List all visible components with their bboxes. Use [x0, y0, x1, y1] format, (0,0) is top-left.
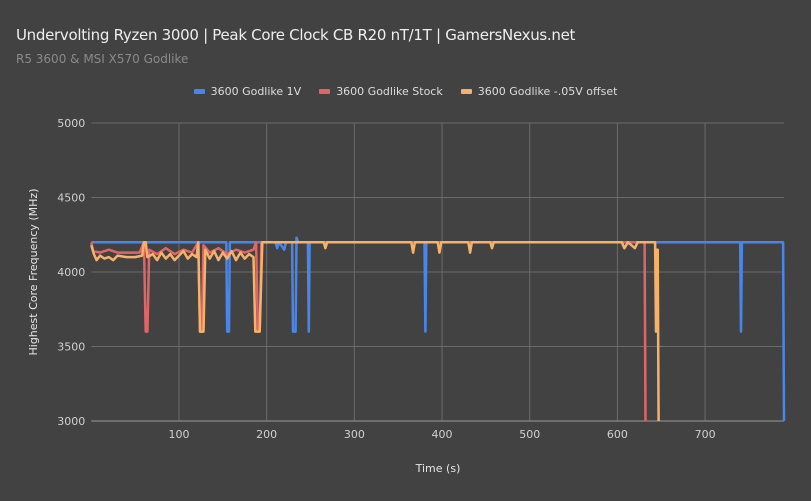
x-axis-label: Time (s) — [415, 462, 461, 475]
legend-swatch — [319, 89, 331, 94]
legend-label: 3600 Godlike 1V — [210, 85, 302, 98]
chart-title: Undervolting Ryzen 3000 | Peak Core Cloc… — [16, 26, 576, 44]
legend-item-1v[interactable]: 3600 Godlike 1V — [193, 85, 302, 98]
legend-label: 3600 Godlike -.05V offset — [477, 85, 618, 98]
chart-subtitle: R5 3600 & MSI X570 Godlike — [16, 52, 189, 66]
x-tick-label: 100 — [168, 428, 189, 441]
legend: 3600 Godlike 1V 3600 Godlike Stock 3600 … — [0, 85, 811, 98]
x-tick-label: 600 — [607, 428, 628, 441]
x-tick-label: 500 — [519, 428, 540, 441]
x-tick-label: 200 — [256, 428, 277, 441]
y-tick-label: 3500 — [57, 341, 85, 354]
y-axis-label: Highest Core Frequency (MHz) — [27, 189, 40, 356]
legend-item-offset[interactable]: 3600 Godlike -.05V offset — [460, 85, 618, 98]
legend-swatch — [460, 89, 472, 94]
series-line-3 — [90, 240, 660, 422]
y-tick-label: 5000 — [57, 117, 85, 130]
series-line-2 — [90, 240, 647, 422]
legend-swatch — [193, 89, 205, 94]
series-line-1 — [91, 236, 786, 422]
y-tick-label: 4500 — [57, 192, 85, 205]
y-tick-label: 3000 — [57, 415, 85, 428]
legend-item-stock[interactable]: 3600 Godlike Stock — [319, 85, 443, 98]
x-tick-label: 300 — [344, 428, 365, 441]
y-tick-label: 4000 — [57, 266, 85, 279]
x-tick-label: 400 — [432, 428, 453, 441]
x-tick-label: 700 — [695, 428, 716, 441]
legend-label: 3600 Godlike Stock — [336, 85, 443, 98]
